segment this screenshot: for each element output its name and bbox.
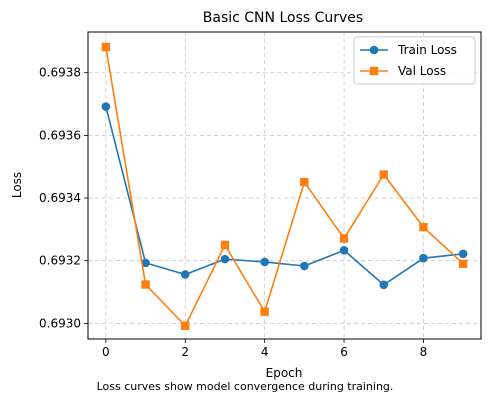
train-loss-point	[141, 258, 150, 268]
train-loss-line	[105, 106, 464, 286]
y-tick-label: 0.6936	[39, 128, 81, 142]
x-tick-label: 4	[261, 345, 269, 359]
legend-box	[353, 36, 476, 85]
val-loss-point	[141, 280, 150, 289]
legend-swatch-marker	[369, 45, 379, 55]
y-tick-label: 0.6938	[39, 66, 81, 80]
val-loss-point	[339, 234, 349, 243]
val-loss-point	[419, 222, 428, 232]
train-loss-point	[260, 257, 269, 267]
train-loss-point	[458, 249, 468, 259]
plot-frame	[87, 31, 482, 340]
series-train-loss	[101, 102, 468, 290]
train-loss-point	[101, 102, 111, 111]
x-tick-label: 0	[102, 345, 110, 359]
legend-label: Train Loss	[397, 43, 457, 57]
series-layer	[101, 42, 468, 331]
legend-swatch-marker	[369, 66, 379, 76]
val-loss-point	[181, 321, 190, 331]
legend-item-train-loss: Train Loss	[360, 43, 457, 57]
val-loss-line	[105, 46, 464, 327]
y-tick-label: 0.6934	[39, 191, 81, 205]
chart-caption: Loss curves show model convergence durin…	[97, 380, 394, 393]
legend-item-val-loss: Val Loss	[360, 64, 446, 78]
train-loss-point	[300, 261, 309, 271]
y-tick-label: 0.6930	[39, 316, 81, 330]
series-val-loss	[101, 42, 468, 331]
axis-ticks: 0 2 4 6 8 0.6930 0.6932 0.6934 0.6936 0.6938	[39, 66, 427, 359]
y-tick-label: 0.6932	[39, 254, 81, 268]
val-loss-point	[220, 240, 230, 250]
val-loss-point	[101, 42, 111, 52]
train-loss-point	[339, 246, 349, 255]
x-tick-label: 2	[181, 345, 189, 359]
train-loss-point	[379, 280, 389, 290]
train-loss-point	[419, 253, 428, 263]
legend: Train Loss Val Loss	[353, 36, 476, 85]
train-loss-point	[220, 254, 230, 264]
x-axis-label: Epoch	[266, 366, 303, 380]
val-loss-point	[458, 259, 468, 269]
x-tick-label: 8	[420, 345, 428, 359]
val-loss-point	[300, 177, 309, 187]
x-tick-label: 6	[340, 345, 348, 359]
val-loss-point	[260, 307, 269, 316]
y-axis-label: Loss	[10, 172, 24, 198]
grid-lines	[88, 32, 481, 339]
legend-label: Val Loss	[398, 64, 446, 78]
train-loss-point	[180, 270, 190, 279]
chart-title: Basic CNN Loss Curves	[203, 10, 363, 26]
val-loss-point	[379, 170, 388, 179]
